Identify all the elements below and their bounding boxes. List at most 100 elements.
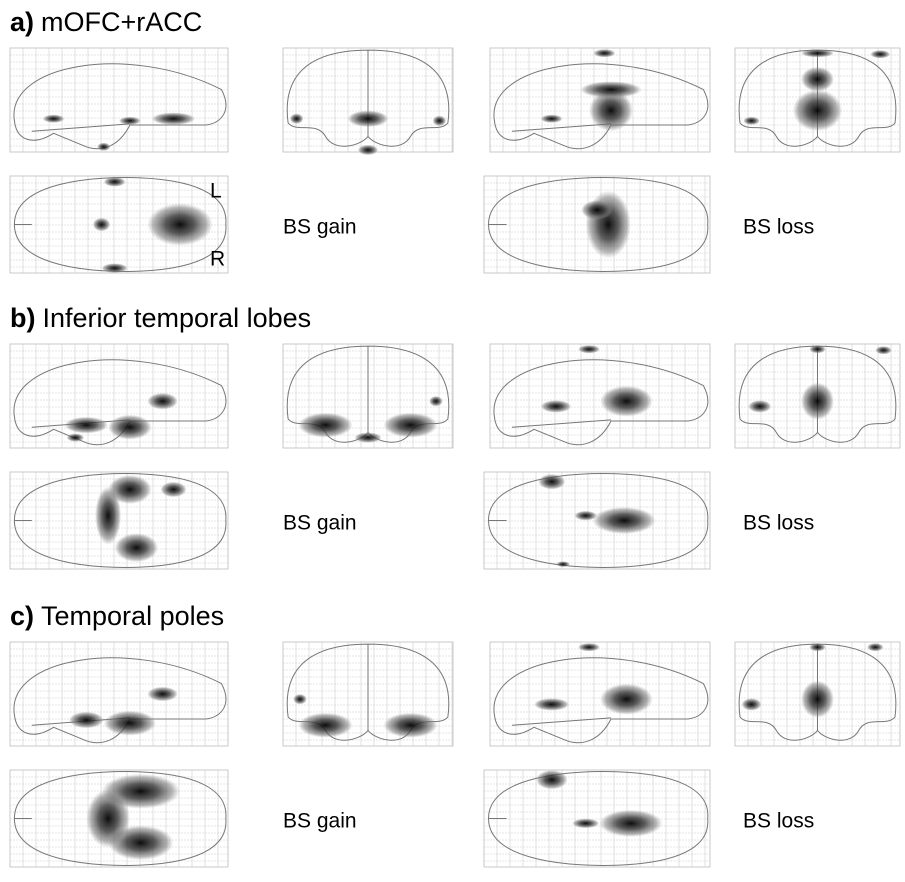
activation-blob <box>67 433 84 441</box>
panel: c)Temporal poles BS gain BS loss <box>10 601 900 867</box>
activation-blob <box>572 819 599 829</box>
activation-blob <box>383 413 437 438</box>
activation-blob <box>160 482 186 498</box>
activation-blob <box>809 643 826 651</box>
brain-view <box>10 176 228 273</box>
brain-view <box>484 176 710 273</box>
activation-blob <box>541 115 563 123</box>
activation-blob <box>578 345 600 353</box>
activation-blob <box>600 684 653 715</box>
activation-blob <box>592 507 655 534</box>
activation-blob <box>581 200 613 219</box>
loss-label: BS loss <box>743 810 814 833</box>
gain-label: BS gain <box>283 512 357 535</box>
brain-view <box>283 48 453 155</box>
panel-letter: c) <box>10 601 34 631</box>
activation-blob <box>600 386 653 417</box>
activation-blob <box>541 400 572 412</box>
activation-blob <box>298 713 352 738</box>
activation-blob <box>743 117 760 125</box>
activation-blob <box>875 346 892 354</box>
activation-blob <box>599 810 662 837</box>
brain-view <box>10 770 228 867</box>
gain-label: BS gain <box>283 216 357 239</box>
activation-blob <box>801 67 834 92</box>
activation-blob <box>748 400 771 412</box>
activation-blob <box>538 474 565 490</box>
brain-view <box>283 642 453 746</box>
activation-blob <box>69 712 104 729</box>
brain-view <box>490 642 710 746</box>
activation-blob <box>574 511 597 521</box>
activation-blob <box>536 770 568 789</box>
activation-blob <box>86 789 130 847</box>
activation-blob <box>383 713 437 738</box>
activation-blob <box>354 432 381 442</box>
activation-blob <box>293 694 307 704</box>
orientation-right: R <box>210 248 225 271</box>
activation-blob <box>809 345 826 353</box>
panel-title: mOFC+rACC <box>41 7 202 37</box>
figure: a)mOFC+rACC BS gain BS loss L Rb)Inferior te… <box>0 0 905 882</box>
activation-blob <box>65 417 109 434</box>
brain-view <box>735 642 900 746</box>
gain-label: BS gain <box>283 810 357 833</box>
loss-label: BS loss <box>743 512 814 535</box>
brain-view <box>490 48 710 152</box>
activation-blob <box>534 698 569 710</box>
brain-view <box>735 48 900 152</box>
activation-blob <box>793 90 843 132</box>
panel: b)Inferior temporal lobes BS gain BS loss <box>10 303 900 569</box>
activation-blob <box>580 81 642 98</box>
activation-blob <box>801 49 834 57</box>
brain-view <box>484 472 710 569</box>
brain-view <box>490 344 710 448</box>
activation-blob <box>108 415 152 440</box>
activation-blob <box>742 698 762 710</box>
brain-outline <box>489 772 708 866</box>
activation-blob <box>801 680 834 717</box>
panel-heading: a)mOFC+rACC <box>10 7 202 37</box>
activation-blob <box>801 382 834 419</box>
activation-blob <box>290 114 304 124</box>
panel-letter: a) <box>10 7 34 37</box>
brain-view <box>484 770 710 867</box>
activation-blob <box>97 143 110 151</box>
activation-blob <box>867 643 884 651</box>
activation-blob <box>147 203 212 246</box>
loss-label: BS loss <box>743 216 814 239</box>
activation-blob <box>119 117 141 125</box>
brain-view <box>283 344 453 448</box>
brain-view <box>10 472 228 569</box>
activation-blob <box>593 49 615 57</box>
panel-heading: c)Temporal poles <box>10 601 224 631</box>
activation-blob <box>102 263 128 273</box>
brain-view <box>10 642 228 746</box>
activation-blob <box>147 687 178 702</box>
activation-blob <box>95 487 121 545</box>
panel-title: Inferior temporal lobes <box>42 303 311 333</box>
activation-blob <box>298 413 352 438</box>
activation-blob <box>93 218 110 232</box>
panel: a)mOFC+rACC BS gain BS loss L R <box>10 7 900 273</box>
activation-blob <box>556 561 570 567</box>
orientation-left: L <box>210 180 222 203</box>
brain-outline <box>14 64 226 149</box>
panel-letter: b) <box>10 303 35 333</box>
brain-view <box>10 344 228 448</box>
activation-blob <box>358 145 378 155</box>
activation-blob <box>578 643 600 651</box>
activation-blob <box>104 177 126 187</box>
panel-heading: b)Inferior temporal lobes <box>10 303 311 333</box>
activation-blob <box>433 116 447 126</box>
activation-blob <box>429 396 443 406</box>
brain-view <box>10 48 228 152</box>
brain-view <box>735 344 900 448</box>
activation-blob <box>147 393 178 410</box>
activation-blob <box>348 110 389 127</box>
activation-blob <box>870 50 890 58</box>
activation-blob <box>43 115 65 123</box>
activation-blob <box>152 112 196 124</box>
panel-title: Temporal poles <box>41 601 224 631</box>
activation-blob <box>104 711 156 736</box>
